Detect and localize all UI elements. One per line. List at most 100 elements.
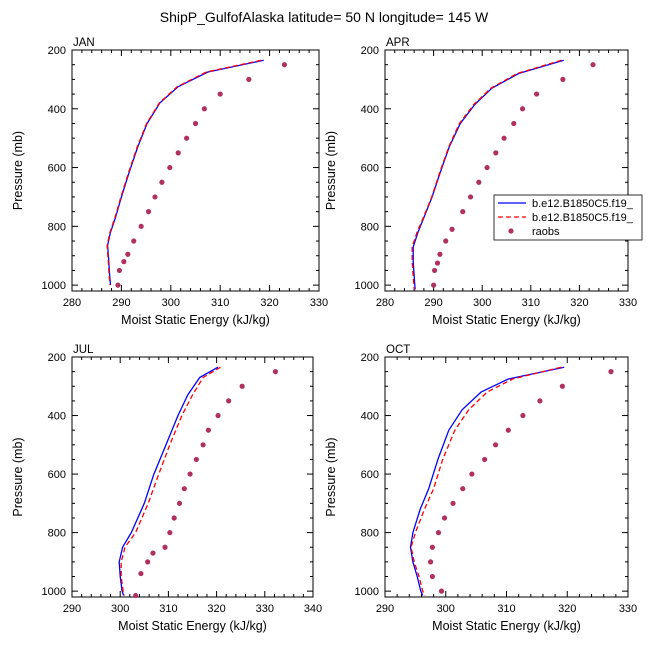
plot-frame xyxy=(71,356,314,598)
raobs-point xyxy=(435,530,442,536)
x-tick-label: 290 xyxy=(63,603,81,615)
raobs-point xyxy=(175,150,181,156)
y-tick-label: 400 xyxy=(361,411,379,423)
raobs-point xyxy=(482,456,488,463)
raobs-point xyxy=(438,588,445,594)
x-axis-label: Moist Static Energy (kJ/kg) xyxy=(118,619,267,633)
raobs-point xyxy=(167,530,173,536)
raobs-point xyxy=(150,550,156,556)
raobs-point xyxy=(184,135,190,141)
y-tick-label: 800 xyxy=(48,528,66,540)
model1-line xyxy=(118,366,219,596)
x-tick-label: 320 xyxy=(570,297,588,309)
x-tick-label: 280 xyxy=(376,297,394,309)
raobs-point xyxy=(239,383,245,389)
panel-label: OCT xyxy=(386,344,410,356)
x-tick-label: 290 xyxy=(424,297,442,309)
raobs-point xyxy=(511,120,517,127)
x-tick-label: 300 xyxy=(111,603,129,615)
x-tick-label: 320 xyxy=(558,603,576,615)
panel-oct: 290 300 310 320 330 200 400 600 800 1000 OCT Moist … xyxy=(324,344,637,633)
legend-marker-raobs xyxy=(508,228,514,234)
raobs-point xyxy=(476,179,482,185)
y-tick-label: 1000 xyxy=(42,280,66,292)
raobs-point xyxy=(205,427,212,433)
panel-jul: 290 300 310 320 330 340 200 400 600 800 1000 JUL Moi… xyxy=(11,344,322,633)
raobs-point xyxy=(138,570,144,577)
plot-frame xyxy=(71,49,320,292)
raobs-point xyxy=(133,592,139,599)
raobs-point xyxy=(145,209,152,215)
y-axis-label: Pressure (mb) xyxy=(324,131,338,210)
y-tick-label: 800 xyxy=(48,221,66,233)
plot-frame xyxy=(384,49,629,292)
y-axis-label: Pressure (mb) xyxy=(324,437,338,516)
raobs-point xyxy=(467,194,474,200)
raobs-point xyxy=(281,62,288,68)
raobs-point xyxy=(437,251,443,257)
model1-line xyxy=(409,366,565,596)
raobs-point xyxy=(520,412,526,419)
raobs-point xyxy=(429,573,435,580)
x-tick-label: 290 xyxy=(112,297,130,309)
x-tick-label: 310 xyxy=(211,297,229,309)
y-tick-label: 600 xyxy=(361,163,379,175)
raobs-point xyxy=(460,486,466,492)
x-axis-label: Moist Static Energy (kJ/kg) xyxy=(121,313,270,327)
y-axis-label: Pressure (mb) xyxy=(11,131,25,210)
figure-title: ShipP_GulfofAlaska latitude= 50 N longit… xyxy=(160,9,489,25)
raobs-point xyxy=(434,260,441,266)
x-tick-label: 290 xyxy=(376,603,394,615)
raobs-point xyxy=(171,515,177,521)
raobs-point xyxy=(431,282,437,288)
x-tick-label: 320 xyxy=(207,603,225,615)
raobs-point xyxy=(429,544,435,550)
model1-line xyxy=(106,59,264,286)
panel-label: JAN xyxy=(73,37,95,49)
legend: b.e12.B1850C5.f19_ b.e12.B1850C5.f19_raob… xyxy=(493,194,643,241)
panel-label: JUL xyxy=(73,344,94,356)
y-tick-label: 200 xyxy=(48,352,66,364)
raobs-point xyxy=(159,179,165,185)
x-tick-label: 300 xyxy=(437,603,455,615)
raobs-point xyxy=(493,150,499,156)
raobs-point xyxy=(501,135,507,141)
raobs-point xyxy=(192,120,199,127)
y-tick-label: 1000 xyxy=(42,586,66,598)
raobs-point xyxy=(193,456,199,463)
x-tick-label: 310 xyxy=(522,297,540,309)
y-tick-label: 600 xyxy=(48,163,66,175)
y-tick-label: 400 xyxy=(361,104,379,116)
raobs-point xyxy=(492,442,499,448)
panel-label: APR xyxy=(386,37,410,49)
x-tick-label: 340 xyxy=(304,603,322,615)
raobs-point xyxy=(176,500,183,506)
x-tick-label: 310 xyxy=(159,603,177,615)
raobs-point xyxy=(608,369,614,375)
y-tick-label: 600 xyxy=(48,469,66,481)
y-tick-label: 800 xyxy=(361,221,379,233)
raobs-point xyxy=(484,164,490,171)
x-axis-label: Moist Static Energy (kJ/kg) xyxy=(432,313,581,327)
raobs-point xyxy=(560,76,566,82)
y-tick-label: 200 xyxy=(361,352,379,364)
raobs-point xyxy=(138,223,144,229)
raobs-point xyxy=(131,238,137,244)
x-axis-label: Moist Static Energy (kJ/kg) xyxy=(432,619,581,633)
x-tick-label: 300 xyxy=(162,297,180,309)
y-tick-label: 400 xyxy=(48,104,66,116)
raobs-point xyxy=(427,559,434,565)
raobs-point xyxy=(115,282,121,288)
legend-label: raobs xyxy=(532,226,560,238)
raobs-point xyxy=(145,559,151,565)
raobs-point xyxy=(460,209,466,215)
legend-label: b.e12.B1850C5.f19_ xyxy=(532,212,634,224)
model1-line xyxy=(412,59,564,290)
raobs-point xyxy=(116,267,123,274)
y-tick-label: 200 xyxy=(48,45,66,57)
raobs-point xyxy=(167,164,173,171)
x-tick-label: 300 xyxy=(473,297,491,309)
raobs-point xyxy=(162,544,168,550)
legend-label: b.e12.B1850C5.f19_ xyxy=(532,198,634,210)
raobs-point xyxy=(537,398,543,404)
